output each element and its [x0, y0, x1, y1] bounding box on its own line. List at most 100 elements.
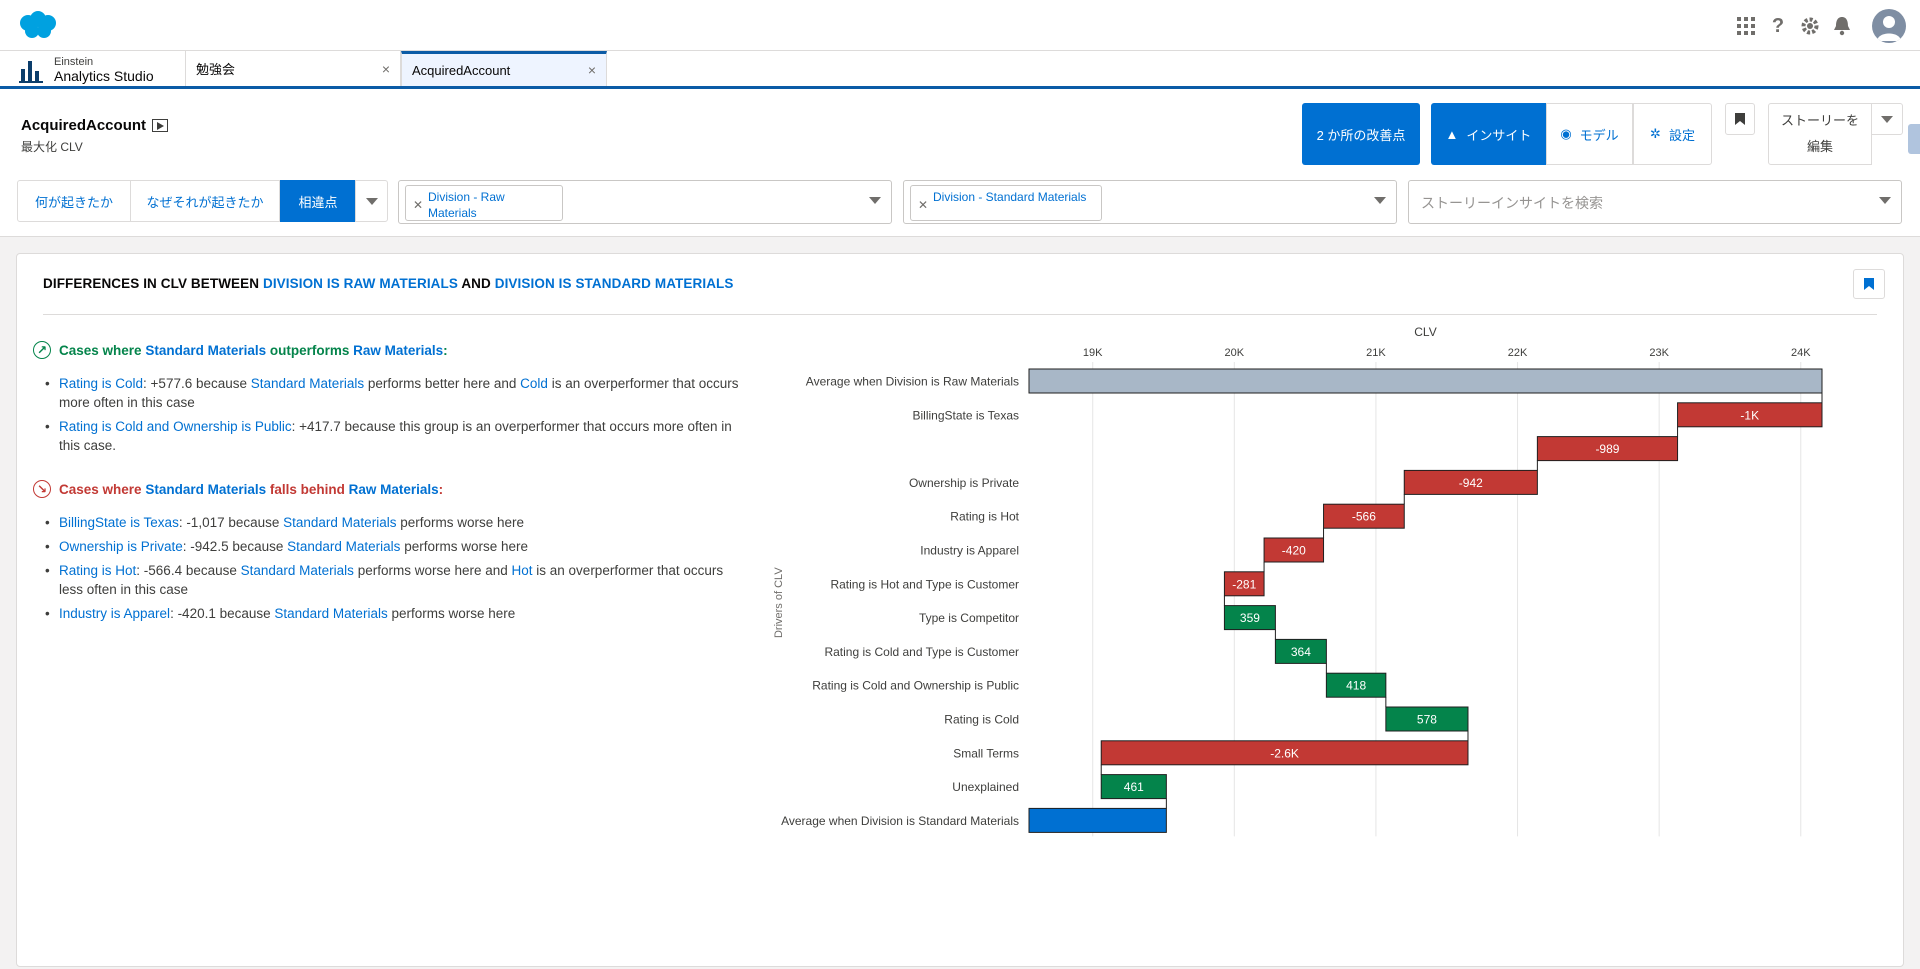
driver-link[interactable]: Rating is Hot: [59, 563, 137, 578]
filter-first-group[interactable]: ✕ Division - Raw Materials: [398, 180, 892, 224]
improvements-label: 2 か所の改善点: [1316, 127, 1406, 143]
trend-up-icon: ↗: [33, 341, 51, 359]
driver-link[interactable]: Rating is Cold and Ownership is Public: [59, 419, 292, 434]
close-icon[interactable]: ×: [587, 62, 596, 78]
nav-label: なぜそれが起きたか: [146, 194, 264, 210]
waterfall-bar: [1028, 807, 1167, 833]
list-item: BillingState is Texas: -1,017 because St…: [45, 513, 745, 532]
filter-pill-standard-materials[interactable]: ✕ Division - Standard Materials: [910, 185, 1102, 221]
segment-link[interactable]: Standard Materials: [287, 539, 401, 554]
nav-differences[interactable]: 相違点: [280, 180, 356, 222]
waterfall-bar: [1100, 774, 1167, 800]
title-part: DIVISION IS STANDARD MATERIALS: [494, 276, 734, 291]
y-axis-title: Drivers of CLV: [773, 567, 785, 638]
insight-icon: ▲: [1445, 126, 1459, 142]
chevron-down-icon[interactable]: [869, 197, 881, 204]
filter-pill-raw-materials[interactable]: ✕ Division - Raw Materials: [405, 185, 563, 221]
help-icon[interactable]: ?: [1771, 14, 1785, 37]
y-category-label: Industry is Apparel: [920, 544, 1019, 558]
title-part: DIFFERENCES IN CLV BETWEEN: [43, 276, 263, 291]
driver-link[interactable]: BillingState is Texas: [59, 515, 179, 530]
y-category-label: Rating is Cold: [944, 713, 1019, 727]
driver-link[interactable]: Ownership is Private: [59, 539, 183, 554]
chevron-down-icon[interactable]: [1374, 197, 1386, 204]
nav-label: 相違点: [298, 194, 338, 210]
divider: [43, 314, 1877, 315]
model-button[interactable]: ◉ モデル: [1546, 103, 1633, 165]
workspace-tab-bar: Einstein Analytics Studio 勉強会 × Acquired…: [0, 51, 1920, 89]
waterfall-chart: CLV 19K 20K 21K 22K 23K 24K Drivers of CLV Avera…: [773, 325, 1823, 837]
x-axis-title: CLV: [1414, 325, 1436, 339]
app-name[interactable]: Einstein Analytics Studio: [18, 53, 154, 87]
differences-card: DIFFERENCES IN CLV BETWEEN DIVISION IS R…: [16, 253, 1904, 967]
x-tick-label: 23K: [1649, 347, 1669, 359]
tab-study-session[interactable]: 勉強会 ×: [185, 51, 401, 86]
bar-value-label: -1K: [1740, 408, 1759, 422]
outperforms-heading: ↗ Cases where Standard Materials outperf…: [33, 341, 448, 359]
segment-link[interactable]: Standard Materials: [283, 515, 397, 530]
y-category-label: Rating is Hot and Type is Customer: [830, 577, 1019, 591]
list-item: Rating is Cold and Ownership is Public: …: [45, 417, 745, 455]
story-title: AcquiredAccount: [21, 117, 169, 134]
close-icon[interactable]: ×: [381, 60, 390, 77]
remove-filter-icon[interactable]: ✕: [918, 198, 929, 212]
driver-link[interactable]: Rating is Cold: [59, 376, 144, 391]
settings-gear-icon: ✲: [1650, 126, 1661, 141]
app-name-line1: Einstein: [54, 56, 94, 68]
y-category-label: Rating is Cold and Type is Customer: [824, 645, 1019, 659]
x-tick-label: 20K: [1225, 347, 1245, 359]
x-tick-label: 24K: [1791, 347, 1811, 359]
y-category-label: Type is Competitor: [919, 611, 1019, 625]
user-avatar-icon[interactable]: [1872, 9, 1906, 43]
model-icon: ◉: [1560, 126, 1572, 141]
bookmark-button[interactable]: [1725, 103, 1755, 135]
improvements-button[interactable]: 2 か所の改善点: [1302, 103, 1420, 165]
x-tick-label: 19K: [1083, 347, 1103, 359]
value-link[interactable]: Cold: [520, 376, 548, 391]
insight-search-input[interactable]: ストーリーインサイトを検索: [1408, 180, 1902, 224]
chevron-down-icon: [1881, 115, 1893, 123]
settings-button[interactable]: ✲ 設定: [1633, 103, 1712, 165]
more-actions-dropdown[interactable]: [1871, 103, 1903, 135]
waterfall-bar: [1274, 638, 1327, 664]
app-launcher-icon[interactable]: [1734, 14, 1758, 38]
title-part: DIVISION IS RAW MATERIALS: [262, 276, 458, 291]
bar-value-label: -566: [1352, 510, 1376, 524]
nav-more-dropdown[interactable]: [355, 180, 388, 222]
segment-link[interactable]: Standard Materials: [240, 563, 354, 578]
driver-link[interactable]: Industry is Apparel: [59, 606, 171, 621]
nav-why-it-happened[interactable]: なぜそれが起きたか: [130, 180, 280, 222]
global-header: ?: [0, 0, 1920, 51]
nav-what-happened[interactable]: 何が起きたか: [17, 180, 131, 222]
y-category-label: BillingState is Texas: [913, 408, 1020, 422]
falls-behind-heading: ↘ Cases where Standard Materials falls b…: [33, 480, 443, 498]
notification-bell-icon[interactable]: [1830, 14, 1854, 38]
remove-filter-icon[interactable]: ✕: [413, 198, 424, 212]
y-category-label: Average when Division is Standard Materi…: [781, 814, 1019, 828]
insight-button[interactable]: ▲ インサイト: [1431, 103, 1546, 165]
bar-value-label: -420: [1282, 544, 1306, 558]
model-label: モデル: [1579, 127, 1619, 143]
waterfall-bar: [1223, 571, 1265, 597]
chevron-down-icon[interactable]: [1879, 197, 1891, 204]
value-link[interactable]: Hot: [511, 563, 533, 578]
waterfall-bar: [1028, 368, 1823, 394]
story-header: AcquiredAccount 最大化 CLV 2 か所の改善点 ▲ インサイト…: [0, 89, 1920, 237]
play-story-icon[interactable]: [152, 119, 169, 132]
list-item: Rating is Cold: +577.6 because Standard …: [45, 374, 745, 412]
y-category-label: Ownership is Private: [909, 476, 1019, 490]
edit-story-button[interactable]: ストーリーを編集: [1768, 103, 1872, 165]
setup-gear-icon[interactable]: [1798, 14, 1822, 38]
list-item: Rating is Hot: -566.4 because Standard M…: [45, 561, 745, 599]
bar-value-label: 578: [1417, 713, 1437, 727]
tab-acquired-account[interactable]: AcquiredAccount ×: [401, 51, 607, 86]
filter-second-group[interactable]: ✕ Division - Standard Materials: [903, 180, 1397, 224]
side-panel-toggle[interactable]: [1908, 124, 1920, 154]
segment-link[interactable]: Standard Materials: [274, 606, 388, 621]
salesforce-cloud-logo[interactable]: [16, 10, 58, 40]
y-category-label: Unexplained: [952, 780, 1019, 794]
chevron-down-icon: [365, 197, 378, 205]
insight-label: インサイト: [1466, 127, 1532, 143]
card-bookmark-button[interactable]: [1853, 269, 1885, 299]
segment-link[interactable]: Standard Materials: [250, 376, 365, 391]
